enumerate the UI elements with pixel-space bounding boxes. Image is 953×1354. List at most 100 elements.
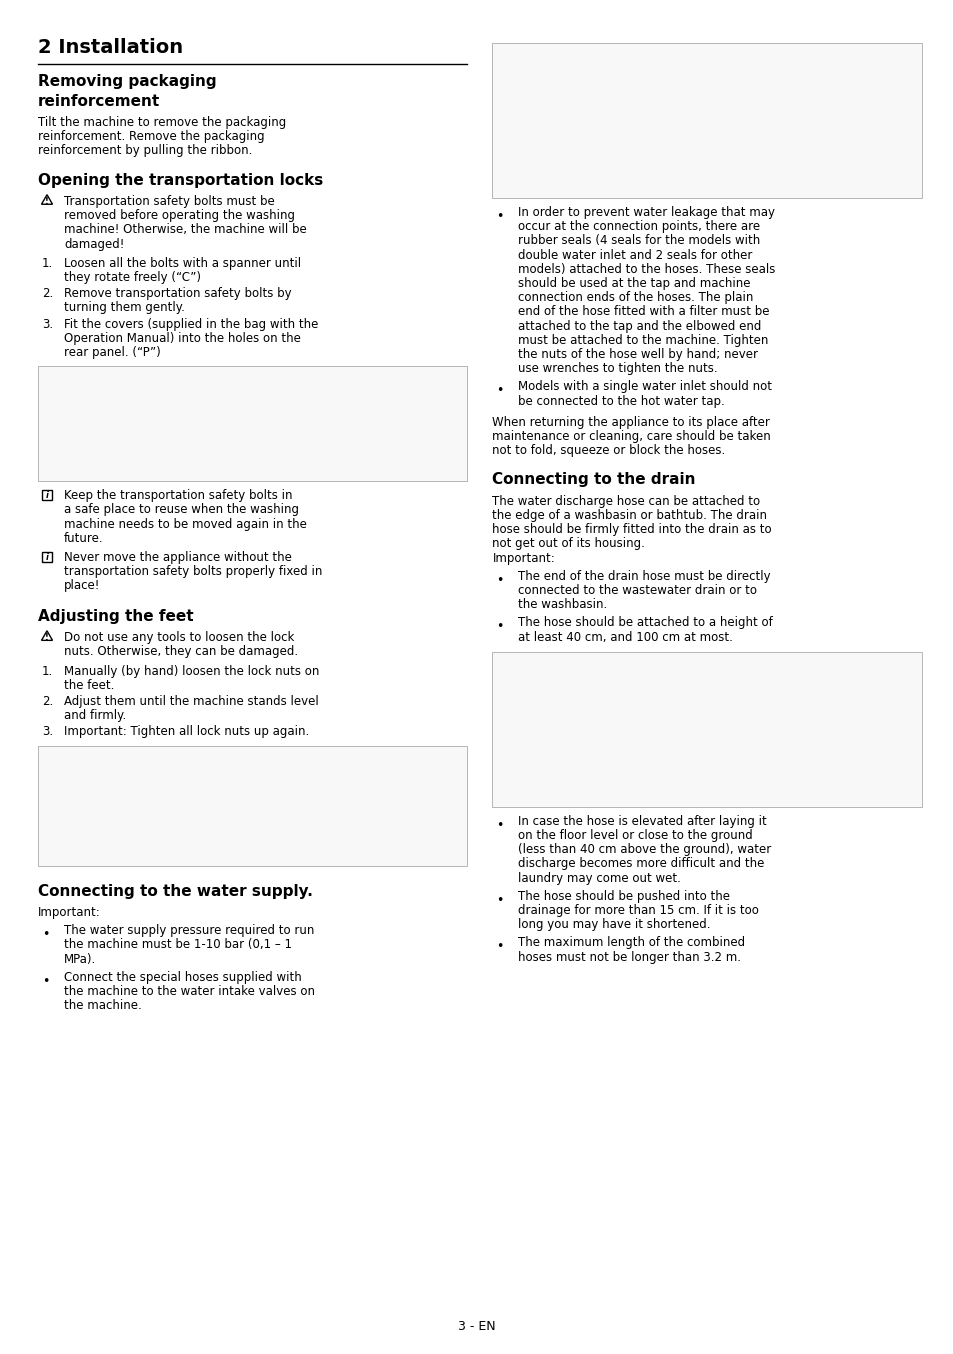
Text: Removing packaging: Removing packaging	[38, 74, 216, 89]
Text: machine needs to be moved again in the: machine needs to be moved again in the	[64, 517, 307, 531]
Text: 1.: 1.	[42, 257, 53, 269]
Text: use wrenches to tighten the nuts.: use wrenches to tighten the nuts.	[518, 363, 718, 375]
Text: Important: Tighten all lock nuts up again.: Important: Tighten all lock nuts up agai…	[64, 726, 309, 738]
Text: must be attached to the machine. Tighten: must be attached to the machine. Tighten	[518, 334, 768, 347]
Text: on the floor level or close to the ground: on the floor level or close to the groun…	[518, 829, 753, 842]
Text: the nuts of the hose well by hand; never: the nuts of the hose well by hand; never	[518, 348, 758, 362]
Text: •: •	[42, 975, 50, 988]
Text: maintenance or cleaning, care should be taken: maintenance or cleaning, care should be …	[492, 431, 770, 443]
Text: The hose should be pushed into the: The hose should be pushed into the	[518, 890, 730, 903]
Text: place!: place!	[64, 580, 100, 593]
Bar	[42, 552, 52, 562]
Text: the machine.: the machine.	[64, 999, 142, 1013]
Text: end of the hose fitted with a filter must be: end of the hose fitted with a filter mus…	[518, 306, 769, 318]
Text: removed before operating the washing: removed before operating the washing	[64, 210, 294, 222]
Text: (less than 40 cm above the ground), water: (less than 40 cm above the ground), wate…	[518, 844, 771, 856]
Text: Connect the special hoses supplied with: Connect the special hoses supplied with	[64, 971, 301, 984]
Text: Fit the covers (supplied in the bag with the: Fit the covers (supplied in the bag with…	[64, 318, 318, 330]
Text: MPa).: MPa).	[64, 953, 96, 965]
Text: Never move the appliance without the: Never move the appliance without the	[64, 551, 292, 565]
Text: Important:: Important:	[492, 551, 555, 565]
Text: the machine must be 1-10 bar (0,1 – 1: the machine must be 1-10 bar (0,1 – 1	[64, 938, 292, 952]
Text: !: !	[45, 632, 49, 642]
Text: Transportation safety bolts must be: Transportation safety bolts must be	[64, 195, 274, 209]
Text: long you may have it shortened.: long you may have it shortened.	[518, 918, 710, 932]
Text: hoses must not be longer than 3.2 m.: hoses must not be longer than 3.2 m.	[518, 951, 740, 964]
Text: rubber seals (4 seals for the models with: rubber seals (4 seals for the models wit…	[518, 234, 760, 248]
Text: at least 40 cm, and 100 cm at most.: at least 40 cm, and 100 cm at most.	[518, 631, 733, 643]
Text: 3 - EN: 3 - EN	[457, 1320, 496, 1334]
Text: drainage for more than 15 cm. If it is too: drainage for more than 15 cm. If it is t…	[518, 904, 759, 917]
Text: should be used at the tap and machine: should be used at the tap and machine	[518, 278, 750, 290]
Text: The maximum length of the combined: The maximum length of the combined	[518, 937, 745, 949]
FancyBboxPatch shape	[38, 367, 467, 481]
Text: connected to the wastewater drain or to: connected to the wastewater drain or to	[518, 584, 757, 597]
Text: double water inlet and 2 seals for other: double water inlet and 2 seals for other	[518, 249, 752, 261]
Text: occur at the connection points, there are: occur at the connection points, there ar…	[518, 221, 760, 233]
Text: •: •	[496, 385, 503, 398]
Text: 1.: 1.	[42, 665, 53, 677]
Text: Connecting to the water supply.: Connecting to the water supply.	[38, 884, 313, 899]
Text: reinforcement: reinforcement	[38, 93, 160, 108]
Text: In case the hose is elevated after laying it: In case the hose is elevated after layin…	[518, 815, 766, 827]
Text: the washbasin.: the washbasin.	[518, 598, 607, 611]
Text: models) attached to the hoses. These seals: models) attached to the hoses. These sea…	[518, 263, 775, 276]
Text: i: i	[46, 552, 49, 562]
Text: Models with a single water inlet should not: Models with a single water inlet should …	[518, 380, 772, 394]
Text: Do not use any tools to loosen the lock: Do not use any tools to loosen the lock	[64, 631, 294, 645]
Text: •: •	[496, 894, 503, 907]
Text: Keep the transportation safety bolts in: Keep the transportation safety bolts in	[64, 489, 293, 502]
Text: 3.: 3.	[42, 318, 53, 330]
Text: •: •	[496, 620, 503, 634]
Text: The water discharge hose can be attached to: The water discharge hose can be attached…	[492, 496, 760, 508]
Text: 2.: 2.	[42, 287, 53, 301]
Text: Opening the transportation locks: Opening the transportation locks	[38, 172, 323, 188]
Text: Tilt the machine to remove the packaging: Tilt the machine to remove the packaging	[38, 116, 286, 129]
Text: rear panel. (“P”): rear panel. (“P”)	[64, 347, 161, 359]
Text: •: •	[496, 210, 503, 223]
Text: damaged!: damaged!	[64, 238, 124, 250]
Text: not to fold, squeeze or block the hoses.: not to fold, squeeze or block the hoses.	[492, 444, 725, 458]
Text: reinforcement by pulling the ribbon.: reinforcement by pulling the ribbon.	[38, 145, 253, 157]
Text: The end of the drain hose must be directly: The end of the drain hose must be direct…	[518, 570, 770, 584]
Text: 2.: 2.	[42, 695, 53, 708]
Text: •: •	[42, 929, 50, 941]
Text: 3.: 3.	[42, 726, 53, 738]
Text: not get out of its housing.: not get out of its housing.	[492, 538, 644, 551]
Text: the feet.: the feet.	[64, 678, 114, 692]
Text: future.: future.	[64, 532, 104, 544]
Text: •: •	[496, 941, 503, 953]
Text: hose should be firmly fitted into the drain as to: hose should be firmly fitted into the dr…	[492, 523, 771, 536]
Text: machine! Otherwise, the machine will be: machine! Otherwise, the machine will be	[64, 223, 307, 237]
Text: Connecting to the drain: Connecting to the drain	[492, 473, 696, 487]
Text: Loosen all the bolts with a spanner until: Loosen all the bolts with a spanner unti…	[64, 257, 301, 269]
Text: and firmly.: and firmly.	[64, 709, 126, 722]
Text: i: i	[46, 490, 49, 500]
FancyBboxPatch shape	[492, 651, 921, 807]
Text: turning them gently.: turning them gently.	[64, 302, 185, 314]
Text: •: •	[496, 819, 503, 831]
Text: !: !	[45, 196, 49, 206]
Text: The water supply pressure required to run: The water supply pressure required to ru…	[64, 925, 314, 937]
Text: a safe place to reuse when the washing: a safe place to reuse when the washing	[64, 504, 298, 516]
Text: Adjust them until the machine stands level: Adjust them until the machine stands lev…	[64, 695, 318, 708]
Text: Adjusting the feet: Adjusting the feet	[38, 609, 193, 624]
Text: Manually (by hand) loosen the lock nuts on: Manually (by hand) loosen the lock nuts …	[64, 665, 319, 677]
Text: be connected to the hot water tap.: be connected to the hot water tap.	[518, 394, 724, 408]
FancyBboxPatch shape	[38, 746, 467, 865]
Text: When returning the appliance to its place after: When returning the appliance to its plac…	[492, 416, 770, 429]
Text: nuts. Otherwise, they can be damaged.: nuts. Otherwise, they can be damaged.	[64, 646, 297, 658]
Text: attached to the tap and the elbowed end: attached to the tap and the elbowed end	[518, 320, 761, 333]
Text: Operation Manual) into the holes on the: Operation Manual) into the holes on the	[64, 332, 300, 345]
Text: Important:: Important:	[38, 906, 101, 919]
Text: the edge of a washbasin or bathtub. The drain: the edge of a washbasin or bathtub. The …	[492, 509, 767, 523]
Text: the machine to the water intake valves on: the machine to the water intake valves o…	[64, 986, 314, 998]
Text: laundry may come out wet.: laundry may come out wet.	[518, 872, 680, 884]
Text: transportation safety bolts properly fixed in: transportation safety bolts properly fix…	[64, 566, 322, 578]
Text: 2 Installation: 2 Installation	[38, 38, 183, 57]
Text: •: •	[496, 574, 503, 586]
Text: connection ends of the hoses. The plain: connection ends of the hoses. The plain	[518, 291, 753, 305]
Text: In order to prevent water leakage that may: In order to prevent water leakage that m…	[518, 206, 775, 219]
Text: they rotate freely (“C”): they rotate freely (“C”)	[64, 271, 201, 284]
FancyBboxPatch shape	[492, 43, 921, 198]
